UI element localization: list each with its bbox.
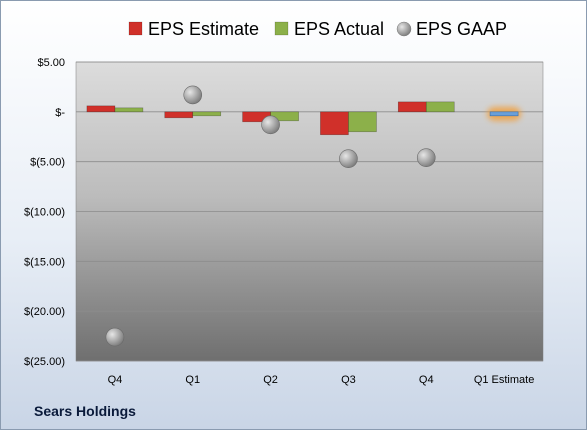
y-tick-label: $- [55,107,65,119]
eps-gaap-point [339,149,358,168]
eps-gaap-point [105,327,125,347]
legend-gaap-swatch [396,21,412,37]
y-tick-label: $(20.00) [24,306,65,318]
company-name: Sears Holdings [34,403,136,419]
y-tick-label: $(25.00) [24,356,65,368]
x-tick-label: Q4 [108,374,123,386]
eps-actual-bar [348,111,377,133]
eps-estimate-bar [164,111,194,119]
eps-actual-bar [192,111,222,117]
legend-swatch [274,21,289,36]
eps-actual-bar [114,107,144,113]
eps-actual-bar [425,101,455,113]
legend-swatch [128,21,143,36]
legend-label: EPS GAAP [416,19,507,39]
eps-gaap-point [416,148,436,167]
legend: EPS Estimate EPS Actual EPS GAAP [128,19,507,39]
y-tick-label: $(15.00) [24,256,65,268]
x-tick-label: Q1 [185,374,200,386]
x-tick-label: Q2 [263,374,278,386]
x-tick-label: Q3 [341,374,356,386]
eps-estimate-bar [320,111,349,136]
y-tick-label: $(10.00) [24,207,65,219]
eps-gaap-point [183,85,203,105]
x-tick-label: Q4 [419,374,434,386]
eps-gaap-point [261,115,280,135]
eps-estimate-bar [86,105,116,113]
legend-label: EPS Actual [294,19,384,39]
eps-estimate-bar [397,101,427,113]
y-tick-label: $5.00 [37,57,65,69]
x-tick-label: Q1 Estimate [474,374,535,386]
eps-estimate-bar [489,111,519,117]
legend-label: EPS Estimate [148,19,259,39]
y-tick-label: $(5.00) [30,157,65,169]
